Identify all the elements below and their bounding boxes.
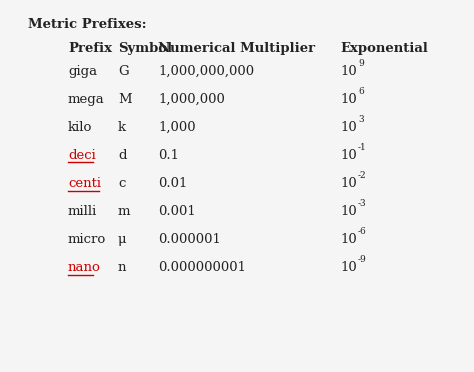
Text: m: m xyxy=(118,205,130,218)
Text: c: c xyxy=(118,177,126,190)
Text: -9: -9 xyxy=(358,255,367,264)
Text: -2: -2 xyxy=(358,171,366,180)
Text: Symbol: Symbol xyxy=(118,42,172,55)
Text: 1,000: 1,000 xyxy=(158,121,196,134)
Text: micro: micro xyxy=(68,233,106,246)
Text: Numerical Multiplier: Numerical Multiplier xyxy=(158,42,315,55)
Text: kilo: kilo xyxy=(68,121,92,134)
Text: deci: deci xyxy=(68,149,96,162)
Text: k: k xyxy=(118,121,126,134)
Text: Metric Prefixes:: Metric Prefixes: xyxy=(28,18,146,31)
Text: mega: mega xyxy=(68,93,105,106)
Text: μ: μ xyxy=(118,233,127,246)
Text: 10: 10 xyxy=(340,233,357,246)
Text: 9: 9 xyxy=(358,59,364,68)
Text: 0.01: 0.01 xyxy=(158,177,187,190)
Text: nano: nano xyxy=(68,261,101,274)
Text: 10: 10 xyxy=(340,93,357,106)
Text: 0.1: 0.1 xyxy=(158,149,179,162)
Text: 0.001: 0.001 xyxy=(158,205,196,218)
Text: 1,000,000,000: 1,000,000,000 xyxy=(158,65,254,78)
Text: 1,000,000: 1,000,000 xyxy=(158,93,225,106)
Text: 6: 6 xyxy=(358,87,364,96)
Text: Prefix: Prefix xyxy=(68,42,112,55)
Text: milli: milli xyxy=(68,205,97,218)
Text: giga: giga xyxy=(68,65,97,78)
Text: -3: -3 xyxy=(358,199,366,208)
Text: G: G xyxy=(118,65,128,78)
Text: 10: 10 xyxy=(340,65,357,78)
Text: 10: 10 xyxy=(340,149,357,162)
Text: 10: 10 xyxy=(340,205,357,218)
Text: -1: -1 xyxy=(358,143,367,152)
Text: n: n xyxy=(118,261,127,274)
Text: Exponential: Exponential xyxy=(340,42,428,55)
Text: 0.000000001: 0.000000001 xyxy=(158,261,246,274)
Text: 10: 10 xyxy=(340,121,357,134)
Text: M: M xyxy=(118,93,132,106)
Text: -6: -6 xyxy=(358,227,367,236)
Text: 10: 10 xyxy=(340,261,357,274)
Text: 10: 10 xyxy=(340,177,357,190)
Text: 3: 3 xyxy=(358,115,364,124)
Text: 0.000001: 0.000001 xyxy=(158,233,221,246)
Text: d: d xyxy=(118,149,127,162)
Text: centi: centi xyxy=(68,177,101,190)
